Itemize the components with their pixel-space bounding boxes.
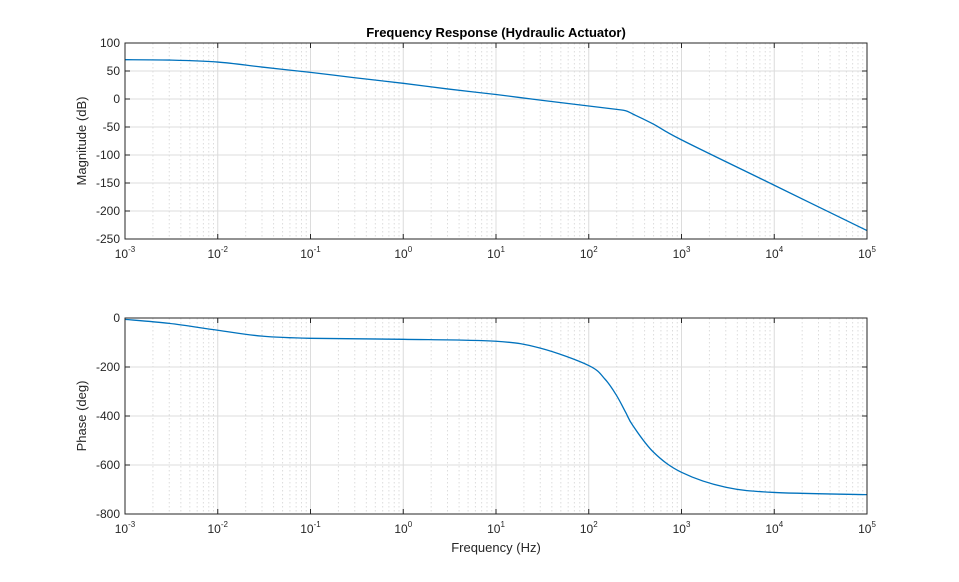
x-tick-label-exponent: -1 xyxy=(314,245,322,254)
x-tick-label-exponent: 1 xyxy=(500,245,505,254)
y-tick-label: -200 xyxy=(96,360,120,374)
y-tick-label: -100 xyxy=(96,148,120,162)
x-tick-label: 101 xyxy=(487,520,505,536)
x-tick-label-base: 10 xyxy=(115,522,129,536)
x-tick-label-exponent: 2 xyxy=(593,520,598,529)
x-tick-label-base: 10 xyxy=(487,247,501,261)
x-tick-label: 105 xyxy=(858,245,876,261)
x-tick-label: 102 xyxy=(580,245,598,261)
x-tick-label-exponent: 4 xyxy=(779,245,784,254)
x-tick-label-base: 10 xyxy=(580,522,594,536)
x-tick-label-base: 10 xyxy=(208,522,222,536)
x-tick-label-base: 10 xyxy=(858,522,872,536)
x-tick-label-base: 10 xyxy=(673,247,687,261)
y-tick-label: -200 xyxy=(96,204,120,218)
x-tick-label-exponent: 1 xyxy=(500,520,505,529)
x-tick-label: 10-3 xyxy=(115,245,136,261)
y-tick-label: 50 xyxy=(107,64,121,78)
x-tick-label-base: 10 xyxy=(580,247,594,261)
phase-series-line xyxy=(124,318,868,496)
magnitude-axes: 10-3 10-2 10-1 100 101 102 103 104 105100500-50-… xyxy=(96,36,876,261)
x-tick-label-base: 10 xyxy=(765,522,779,536)
chart-title: Frequency Response (Hydraulic Actuator) xyxy=(366,25,626,40)
x-tick-label-exponent: 0 xyxy=(408,520,413,529)
y-tick-label: -150 xyxy=(96,176,120,190)
y-tick-label: 0 xyxy=(113,311,120,325)
x-tick-label-base: 10 xyxy=(858,247,872,261)
x-tick-label-exponent: 0 xyxy=(408,245,413,254)
x-tick-label: 10-3 xyxy=(115,520,136,536)
x-tick-label: 100 xyxy=(394,520,412,536)
x-tick-label: 104 xyxy=(765,245,783,261)
y-tick-label: -50 xyxy=(103,120,121,134)
y-tick-label: 100 xyxy=(100,36,120,50)
x-tick-label-base: 10 xyxy=(300,522,314,536)
x-tick-label-exponent: -2 xyxy=(221,520,229,529)
x-tick-label: 100 xyxy=(394,245,412,261)
x-tick-label-exponent: 4 xyxy=(779,520,784,529)
x-tick-label-base: 10 xyxy=(487,522,501,536)
x-tick-label-exponent: -2 xyxy=(221,245,229,254)
x-tick-label-exponent: -1 xyxy=(314,520,322,529)
x-tick-label-exponent: 5 xyxy=(871,520,876,529)
phase-y-axis-label: Phase (deg) xyxy=(74,381,89,452)
x-tick-label: 103 xyxy=(673,245,691,261)
x-tick-label-base: 10 xyxy=(765,247,779,261)
y-tick-label: -250 xyxy=(96,232,120,246)
x-tick-label-base: 10 xyxy=(394,522,408,536)
x-tick-label: 10-1 xyxy=(300,520,321,536)
x-tick-label-base: 10 xyxy=(394,247,408,261)
y-tick-label: -600 xyxy=(96,458,120,472)
x-tick-label: 102 xyxy=(580,520,598,536)
x-tick-label: 10-2 xyxy=(208,245,229,261)
x-tick-label-exponent: -3 xyxy=(128,520,136,529)
magnitude-series-line xyxy=(124,59,868,232)
y-tick-label: -400 xyxy=(96,409,120,423)
x-tick-label-exponent: 2 xyxy=(593,245,598,254)
x-tick-label: 104 xyxy=(765,520,783,536)
x-tick-label: 103 xyxy=(673,520,691,536)
phase-axes: 10-3 10-2 10-1 100 101 102 103 104 1050-200-400-… xyxy=(96,311,876,536)
x-tick-label-base: 10 xyxy=(115,247,129,261)
x-tick-label-exponent: 3 xyxy=(686,245,691,254)
x-tick-label-exponent: 5 xyxy=(871,245,876,254)
x-tick-label: 105 xyxy=(858,520,876,536)
x-tick-label: 10-1 xyxy=(300,245,321,261)
y-tick-label: 0 xyxy=(113,92,120,106)
x-axis-label: Frequency (Hz) xyxy=(451,540,541,555)
x-tick-label: 101 xyxy=(487,245,505,261)
y-tick-label: -800 xyxy=(96,507,120,521)
x-tick-label: 10-2 xyxy=(208,520,229,536)
magnitude-y-axis-label: Magnitude (dB) xyxy=(74,97,89,186)
x-tick-label-base: 10 xyxy=(208,247,222,261)
x-tick-label-exponent: 3 xyxy=(686,520,691,529)
x-tick-label-exponent: -3 xyxy=(128,245,136,254)
x-tick-label-base: 10 xyxy=(673,522,687,536)
x-tick-label-base: 10 xyxy=(300,247,314,261)
